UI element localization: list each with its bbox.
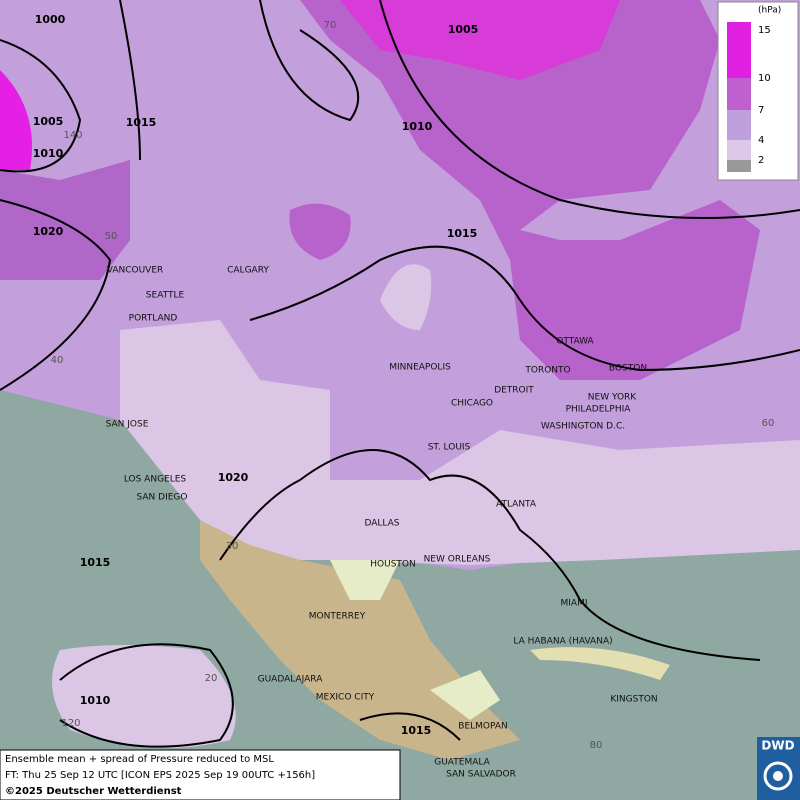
city-label: BOSTON (609, 364, 647, 374)
city-label: SAN JOSE (106, 420, 149, 430)
city-label: KINGSTON (610, 695, 657, 705)
isobar-label: 1010 (33, 147, 64, 160)
isobar-label: 1015 (447, 227, 478, 240)
city-label: PORTLAND (129, 314, 178, 324)
isobar-line (379, 0, 800, 219)
legend-swatch (727, 160, 751, 172)
city-label: SAN SALVADOR (446, 770, 516, 780)
footer-box (0, 749, 401, 800)
isobar-label: 1010 (80, 694, 111, 707)
isobar-label: 1015 (126, 116, 157, 129)
legend-level: 4 (758, 135, 764, 146)
city-label: DETROIT (494, 386, 534, 396)
footer-line: Ensemble mean + spread of Pressure reduc… (5, 754, 274, 765)
city-label: SEATTLE (146, 291, 185, 301)
isobar-line (0, 199, 112, 391)
isobar-line (359, 712, 461, 741)
footer-line: FT: Thu 25 Sep 12 UTC [ICON EPS 2025 Sep… (5, 770, 315, 781)
city-label: MIAMI (561, 599, 588, 609)
terrain (530, 647, 670, 680)
city-label: CALGARY (227, 266, 269, 276)
light-spread-region (120, 320, 800, 565)
city-label: HOUSTON (370, 560, 415, 570)
graticule-label: 80 (590, 740, 603, 751)
highest-spread-region (0, 70, 32, 170)
legend: (hPa) 15 10 7 4 2 (717, 1, 799, 181)
legend-swatch (727, 22, 751, 78)
city-label: TORONTO (524, 366, 570, 376)
graticule-label: 40 (51, 355, 64, 366)
legend-level: 10 (758, 73, 771, 84)
city-label: BELMOPAN (458, 722, 507, 732)
city-label: ATLANTA (496, 500, 537, 510)
isobar-label: 1020 (218, 471, 249, 484)
logo-swirl (773, 771, 783, 781)
isobar-label: 1005 (33, 115, 64, 128)
isobar-line (259, 0, 360, 122)
highest-spread-region (340, 0, 620, 80)
graticule-label: 60 (762, 418, 775, 429)
city-label: OTTAWA (556, 337, 594, 347)
legend-swatch (727, 140, 751, 160)
footer-line: ©2025 Deutscher Wetterdienst (5, 786, 182, 797)
terrain (430, 670, 500, 720)
city-label: NEW YORK (588, 393, 638, 403)
city-label: WASHINGTON D.C. (541, 422, 625, 432)
isobar-line (219, 449, 761, 661)
city-label: GUATEMALA (434, 758, 490, 768)
legend-level: 2 (758, 155, 764, 166)
logo-swirl (763, 761, 793, 791)
isobar-label: 1015 (401, 724, 432, 737)
high-spread-region (289, 203, 351, 260)
terrain (200, 520, 520, 760)
isobar-label: 1000 (35, 13, 66, 26)
legend-swatch (727, 110, 751, 140)
city-label: NEW ORLEANS (424, 555, 491, 565)
city-label: CHICAGO (451, 399, 493, 409)
city-label: MINNEAPOLIS (389, 363, 451, 373)
isobar-line (0, 39, 82, 173)
isobar-line (119, 0, 141, 161)
city-label: GUADALAJARA (258, 675, 324, 685)
light-spread-region (380, 264, 432, 330)
graticule-label: 140 (63, 130, 82, 141)
light-spread-region (52, 645, 236, 748)
city-label: PHILADELPHIA (566, 405, 632, 415)
logo-text: DWD (761, 739, 794, 753)
high-spread-region (300, 0, 760, 380)
city-label: DALLAS (364, 519, 399, 529)
city-label: LA HABANA (HAVANA) (513, 637, 612, 647)
isobars (0, 0, 800, 748)
graticule-label: 120 (61, 718, 80, 729)
graticule-label: 70 (324, 20, 337, 31)
city-label: MEXICO CITY (316, 693, 375, 703)
legend-level: 15 (758, 25, 771, 36)
graticule-label: 20 (205, 673, 218, 684)
legend-swatch (727, 78, 751, 110)
graticule-label: 30 (226, 541, 239, 552)
isobar-line (59, 643, 234, 748)
legend-level: 7 (758, 105, 764, 116)
isobar-line (249, 245, 800, 372)
isobar-label: 1015 (80, 556, 111, 569)
terrain (330, 560, 400, 600)
city-label: VANCOUVER (107, 266, 164, 276)
high-spread-region (0, 160, 130, 280)
city-label: MONTERREY (309, 612, 366, 622)
city-label: SAN DIEGO (137, 493, 188, 503)
labels: VANCOUVER CALGARY SEATTLE PORTLAND MINNEAPOL… (33, 13, 775, 780)
isobar-label: 1020 (33, 225, 64, 238)
graticule-label: 50 (105, 231, 118, 242)
isobar-label: 1010 (402, 120, 433, 133)
legend-unit: (hPa) (758, 6, 781, 16)
city-label: LOS ANGELES (124, 475, 187, 485)
isobar-label: 1005 (448, 23, 479, 36)
city-label: ST. LOUIS (428, 443, 471, 453)
